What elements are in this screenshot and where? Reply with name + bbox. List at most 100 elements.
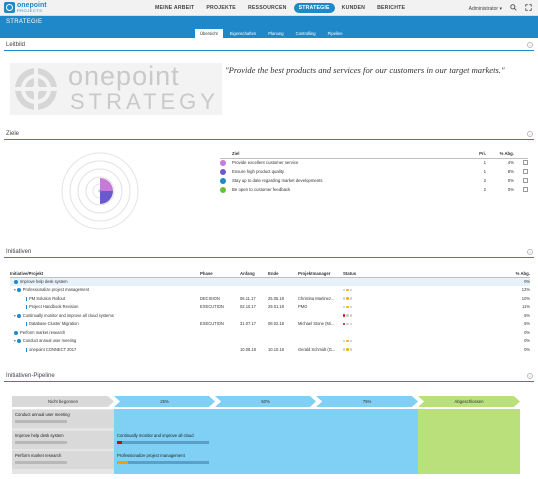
goal-checkbox[interactable] <box>523 178 528 184</box>
row-status-cell <box>343 328 381 337</box>
user-menu[interactable]: Administrator ▾ <box>468 5 502 12</box>
pipeline-card-title: Improve help desk system <box>15 433 64 438</box>
row-status-cell <box>343 277 381 286</box>
pipeline-card[interactable]: Continually monitor and improve all clou… <box>114 431 215 449</box>
goal-row[interactable]: Provide excellent customer service 1 4% <box>220 158 528 167</box>
goal-row[interactable]: Ensure high product quality 1 8% <box>220 167 528 176</box>
row-project-manager <box>298 286 343 295</box>
goal-checkbox-cell <box>514 158 528 167</box>
subtab-controlling[interactable]: Controlling <box>295 31 316 36</box>
expand-caret-icon[interactable]: ▾ <box>14 288 16 293</box>
pipeline-column-3 <box>316 409 418 474</box>
collapse-icon[interactable]: ^ <box>527 373 533 379</box>
row-status-cell <box>343 345 381 354</box>
nav-item-projekte[interactable]: PROJEKTE <box>206 5 236 11</box>
subtabs: Übersicht Eigenschaften Planung Controlling… <box>195 29 348 38</box>
project-row[interactable]: PM Solution Rollout DECISION 06.11.17 25.05… <box>10 294 530 303</box>
expand-icon[interactable] <box>525 4 532 13</box>
pipeline-card[interactable]: Perform market research <box>12 451 114 469</box>
goal-row[interactable]: Stay up to date regarding market develop… <box>220 176 528 185</box>
initiative-row[interactable]: Improve help desk system 0% <box>10 277 530 286</box>
goals-table: Ziel Pri.% Abg. Provide excellent custome… <box>220 150 528 194</box>
initiative-row[interactable]: ▾ Conduct annual user meeting 0% <box>10 337 530 346</box>
status-light-icon <box>346 297 349 300</box>
logo-word: onepoint <box>68 61 180 91</box>
column-header: Phase <box>200 270 240 278</box>
nav-item-berichte[interactable]: BERICHTE <box>377 5 406 11</box>
status-light-icon <box>346 288 349 292</box>
onepoint-logo[interactable]: onepoint PROJECTS <box>4 2 47 13</box>
subtab-eigenschaften[interactable]: Eigenschaften <box>229 31 257 36</box>
pipeline-card[interactable]: Conduct annual user meeting <box>12 410 114 428</box>
expand-caret-icon[interactable]: ▾ <box>14 339 16 344</box>
row-name: Professionalize project management <box>22 287 89 293</box>
pipeline-card-progress-track <box>117 441 209 444</box>
search-icon[interactable] <box>510 4 517 13</box>
subtab-pipeline[interactable]: Pipeline <box>327 31 343 36</box>
pipeline-column-4 <box>418 409 520 474</box>
pipeline-card-progress-track <box>15 461 67 464</box>
row-percent: 5% <box>524 321 530 327</box>
column-header: Ziel <box>232 150 464 159</box>
initiative-icon <box>14 279 18 284</box>
project-row[interactable]: Database Cluster Migration EXECUTION 31.07… <box>10 320 530 329</box>
row-end <box>268 311 298 320</box>
row-project-manager <box>298 328 343 337</box>
goal-color-icon <box>220 168 226 175</box>
nav-item-kunden[interactable]: KUNDEN <box>341 5 366 11</box>
goal-priority: 1 <box>483 169 486 174</box>
row-percent: 5% <box>524 312 530 318</box>
section-title: Initiativen-Pipeline <box>6 373 55 379</box>
goal-name: Provide excellent customer service <box>232 160 299 166</box>
initiative-row[interactable]: ▾ Professionalize project management 12% <box>10 286 530 295</box>
subtab-übersicht[interactable]: Übersicht <box>195 29 223 38</box>
nav-item-meine-arbeit[interactable]: MEINE ARBEIT <box>155 5 195 11</box>
status-traffic-light <box>343 288 352 292</box>
row-project-manager: PMO <box>298 304 308 310</box>
pipeline-card[interactable]: Professionalize project management <box>114 451 215 469</box>
goal-checkbox[interactable] <box>523 187 528 193</box>
goal-percent: 4% <box>507 160 514 166</box>
pipeline-card[interactable]: Improve help desk system <box>12 431 114 449</box>
initiative-row[interactable]: ▾ Continually monitor and improve all clo… <box>10 311 530 320</box>
row-status-cell <box>343 320 381 329</box>
project-icon <box>26 322 27 327</box>
collapse-icon[interactable]: ^ <box>527 249 533 255</box>
row-start <box>240 328 268 337</box>
pipeline-card-progress-fill <box>117 441 122 444</box>
goal-checkbox[interactable] <box>523 169 528 175</box>
project-row[interactable]: onepoint CONNECT 2017 10.08.18 10.10.18 Ger… <box>10 345 530 354</box>
initiative-icon <box>14 330 18 335</box>
project-row[interactable]: Project Handbook Revision EXECUTION 02.10.… <box>10 303 530 312</box>
row-project-manager: Michael Stone (Mi... <box>298 321 335 327</box>
logo-word-strategy: STRATEGY <box>70 89 219 114</box>
row-phase <box>200 277 240 286</box>
row-start: 02.10.17 <box>240 304 256 310</box>
nav-item-strategie[interactable]: STRATEGIE <box>293 3 335 13</box>
goal-percent: 8% <box>507 169 514 174</box>
status-traffic-light <box>343 339 352 343</box>
subtab-planung[interactable]: Planung <box>268 31 284 36</box>
page-title: STRATEGIE <box>6 19 43 25</box>
nav-item-ressourcen[interactable]: RESSOURCEN <box>247 5 287 11</box>
row-start <box>240 311 268 320</box>
initiative-row[interactable]: Perform market research 0% <box>10 328 530 337</box>
pipeline-card-title: Professionalize project management <box>117 453 185 458</box>
pipeline-card-progress-track <box>117 461 209 464</box>
row-project-manager <box>298 277 343 286</box>
status-traffic-light <box>343 322 352 326</box>
row-start: 31.07.17 <box>240 321 256 327</box>
expand-caret-icon[interactable]: ▾ <box>14 313 16 318</box>
collapse-icon[interactable]: ^ <box>527 131 533 137</box>
goal-checkbox-cell <box>514 185 528 194</box>
goal-row[interactable]: Be open to customer feedback 2 0% <box>220 185 528 194</box>
collapse-icon[interactable]: ^ <box>527 42 533 48</box>
status-light-icon <box>346 314 349 317</box>
initiative-icon <box>16 313 21 318</box>
goal-checkbox[interactable] <box>523 160 528 166</box>
section-title: Leitbild <box>6 42 26 48</box>
row-start: 10.08.18 <box>240 346 256 352</box>
row-percent: 11% <box>522 304 530 310</box>
status-light-icon <box>349 339 352 343</box>
row-status-cell <box>343 303 381 312</box>
